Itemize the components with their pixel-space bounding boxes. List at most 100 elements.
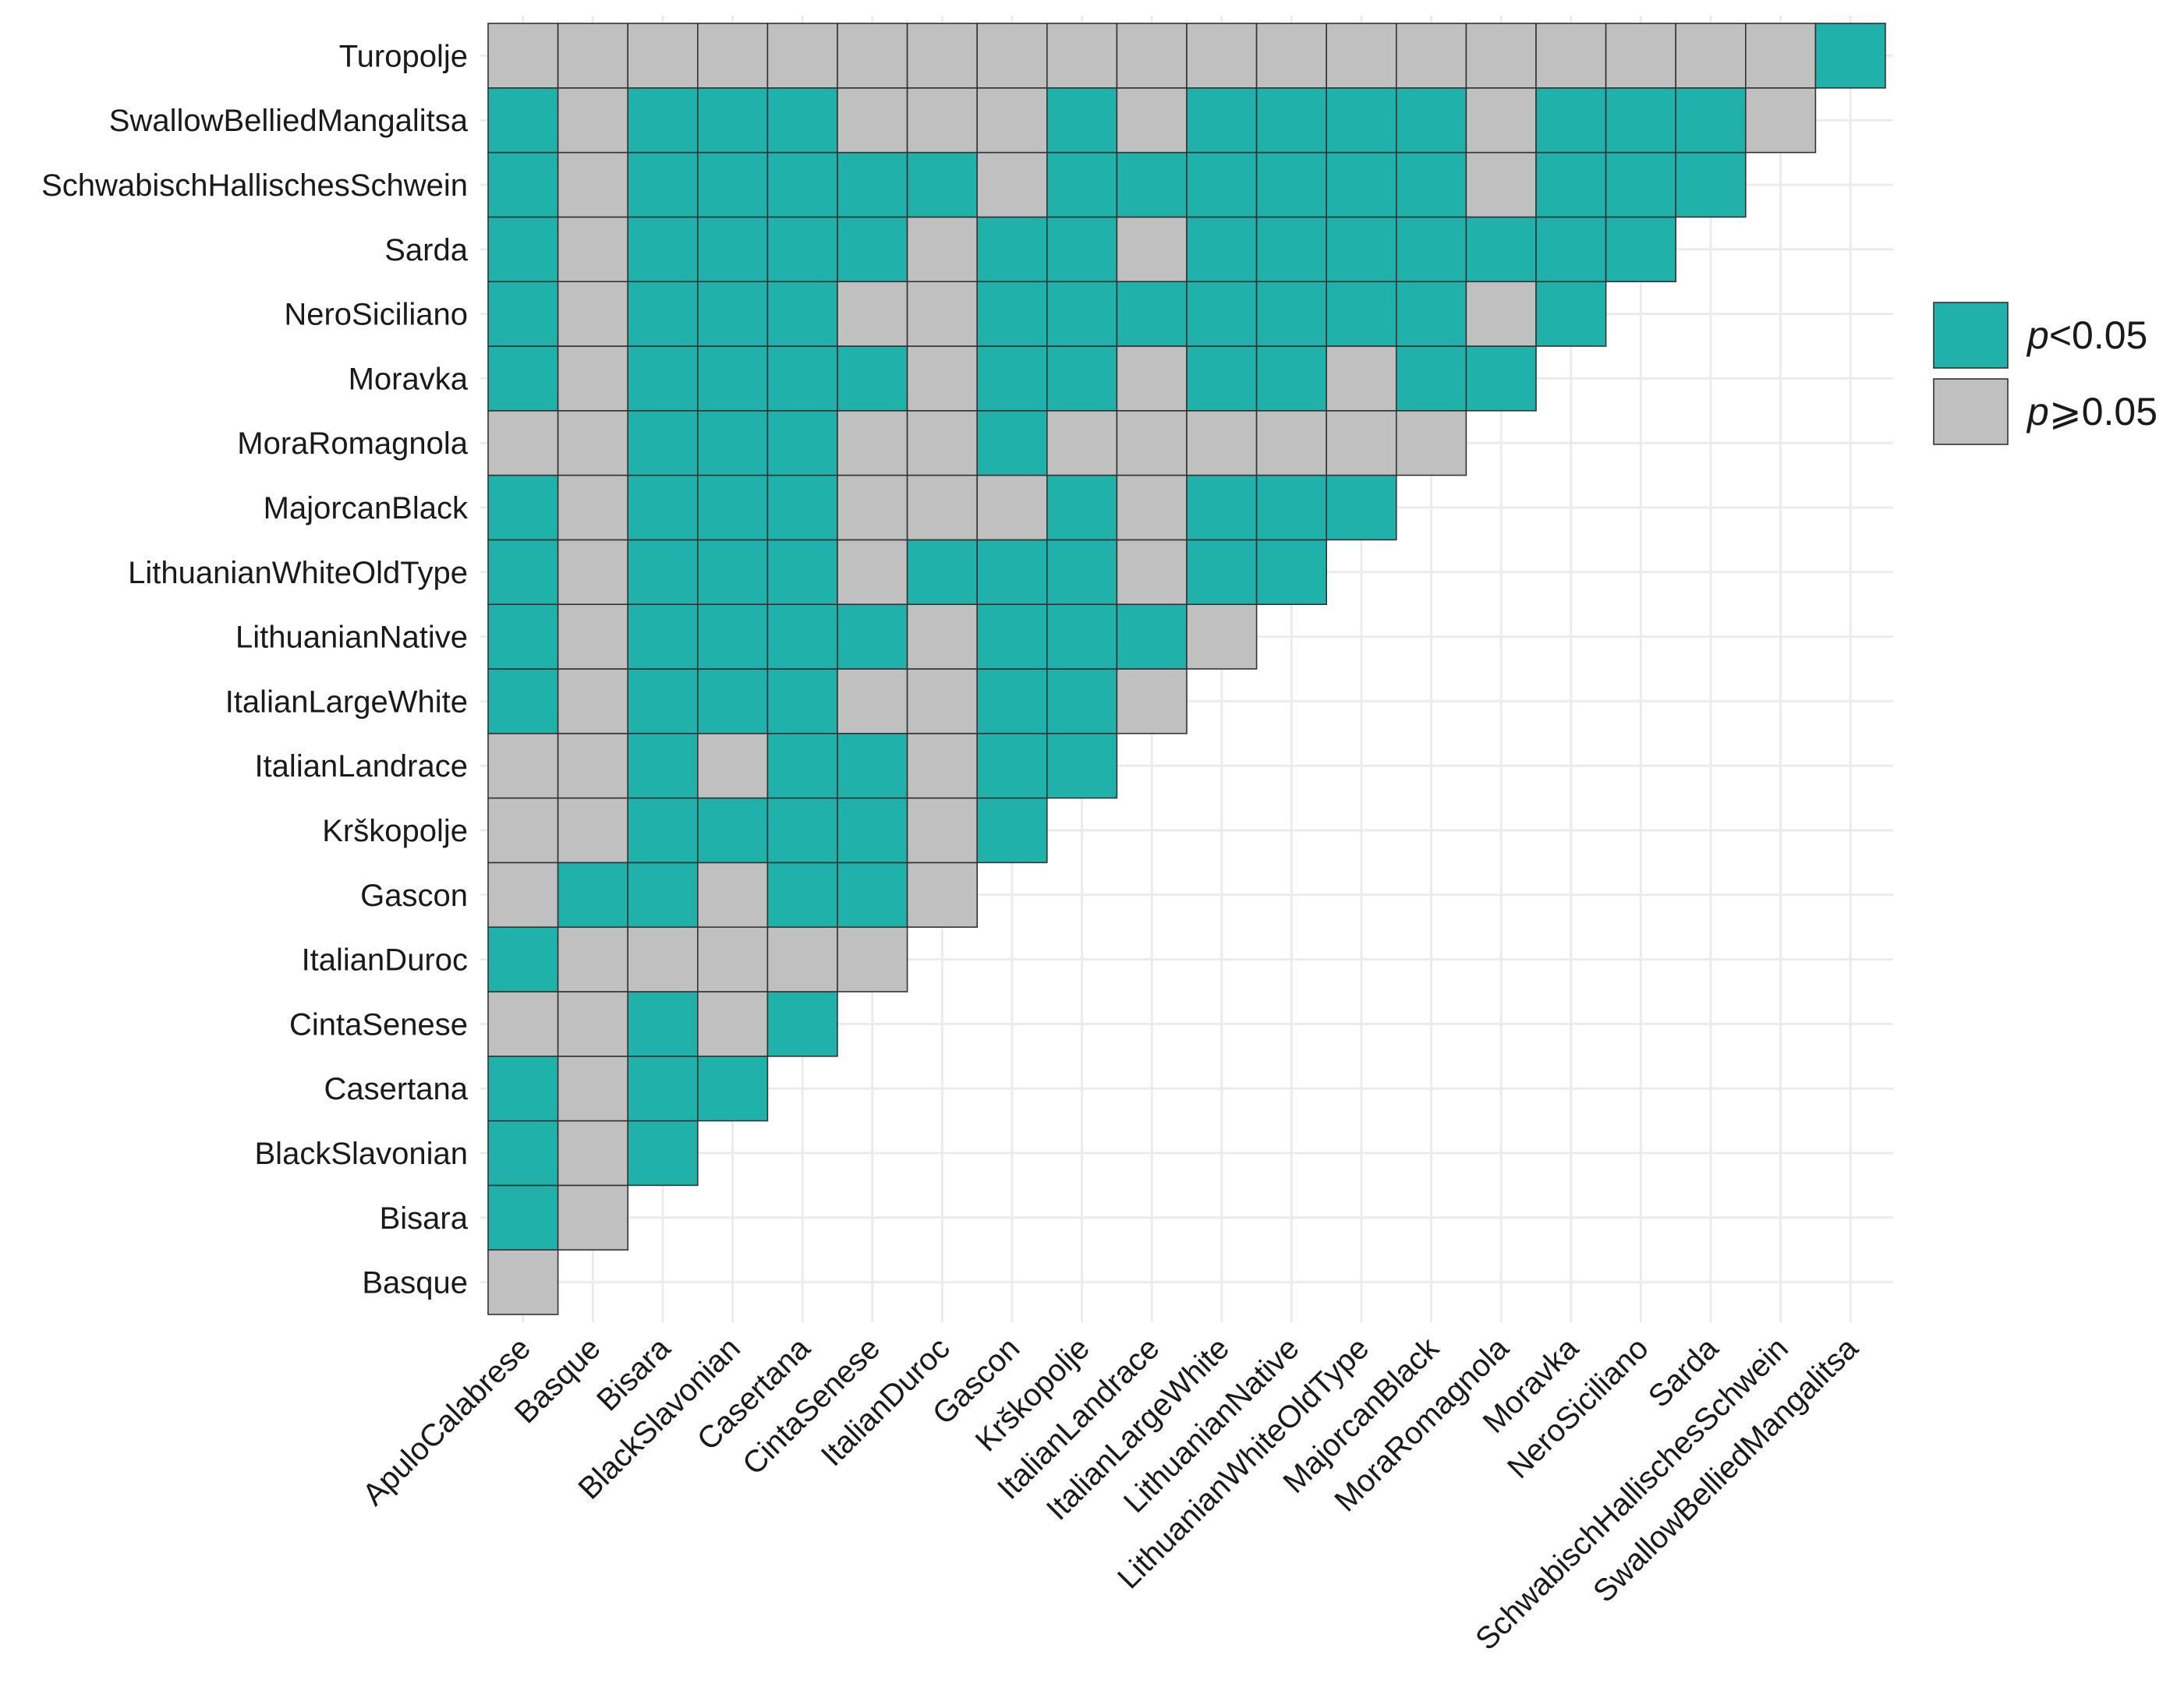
heatmap-cell [766,87,838,154]
heatmap-cell [557,732,628,799]
heatmap-cell [906,281,978,347]
y-tick-label: Turopolje [339,39,468,73]
heatmap-cell [1396,151,1467,218]
heatmap-cell [1116,345,1188,412]
heatmap-cell [1396,87,1467,154]
heatmap-cell [1745,87,1817,154]
heatmap-cell [906,797,978,864]
heatmap-cell [766,991,838,1057]
x-axis-tick-labels: ApuloCalabreseBasqueBisaraBlackSlavonian… [356,1331,1865,1657]
heatmap-cell [1046,474,1118,541]
heatmap-cell [696,732,769,799]
heatmap-cell [557,87,628,154]
heatmap-cell [627,991,699,1057]
heatmap-cell [1186,87,1258,154]
heatmap-cell [487,87,559,154]
heatmap-cell [627,216,699,282]
heatmap-cell [696,603,769,670]
heatmap-cell [487,474,559,541]
heatmap-cell [627,1120,699,1187]
y-tick-label: Bisara [380,1201,469,1236]
heatmap-cell [766,732,838,799]
heatmap-cell [976,23,1048,89]
y-tick-label: SchwabischHallischesSchwein [41,168,468,203]
heatmap-cell [976,603,1048,670]
heatmap-cell [1186,539,1258,606]
y-tick-label: ItalianLandrace [254,749,468,784]
heatmap-cell [837,668,908,734]
heatmap-cell [1186,345,1258,412]
heatmap-cell [1535,87,1607,154]
heatmap-cell [557,216,628,282]
y-tick-label: LithuanianNative [235,621,468,655]
heatmap-cell [487,668,559,734]
heatmap-cell [766,409,838,476]
heatmap-cell [1605,151,1677,218]
heatmap-cell [906,539,978,606]
y-tick-label: ItalianLargeWhite [225,685,468,719]
heatmap-cell [627,474,699,541]
heatmap-cell [1535,23,1607,89]
heatmap-cell [1326,474,1397,541]
heatmap-cell [906,603,978,670]
heatmap-cell [766,539,838,606]
heatmap-cell [696,1056,769,1122]
heatmap-cell [1116,151,1188,218]
y-tick-label: NeroSiciliano [284,298,468,332]
heatmap-cell [1186,409,1258,476]
heatmap-cell [1186,151,1258,218]
heatmap-cell [837,409,908,476]
heatmap-cell [487,1249,559,1315]
heatmap-cell [766,216,838,282]
heatmap-cell [1745,23,1817,89]
heatmap-cell [766,603,838,670]
heatmap-cell [837,603,908,670]
heatmap-cell [557,151,628,218]
heatmap-cell [1675,23,1747,89]
heatmap-cell [976,539,1048,606]
y-tick-label: Krškopolje [322,814,468,848]
legend-key-not-significant [1933,378,2009,445]
heatmap-cell [627,861,699,929]
heatmap-cell [1326,23,1397,89]
heatmap-cell [487,603,559,670]
heatmap-cell [627,87,699,154]
heatmap-cell [1255,281,1327,347]
y-tick-label: Sarda [384,233,468,267]
heatmap-cell [557,23,628,89]
y-tick-label: ItalianDuroc [302,943,468,978]
y-tick-label: MoraRomagnola [237,426,468,461]
heatmap-cell [1046,345,1118,412]
heatmap-cell [627,151,699,218]
heatmap-cell [906,345,978,412]
heatmap-cell [627,539,699,606]
heatmap-cell [1255,345,1327,412]
heatmap-cell [627,797,699,864]
heatmap-cell [766,151,838,218]
y-tick-label: BlackSlavonian [255,1137,469,1171]
heatmap-cell [627,668,699,734]
heatmap-cell [1046,539,1118,606]
heatmap-cell [976,216,1048,282]
heatmap-cell [766,23,838,89]
heatmap-cell [1116,603,1188,670]
y-axis-tick-labels: Basque Bisara BlackSlavonian Casertana Cinta… [41,39,469,1300]
heatmap-cell [1046,23,1118,89]
heatmap-cell [627,23,699,89]
heatmap-cell [487,732,559,799]
heatmap-cell [696,668,769,734]
heatmap-cell [696,281,769,347]
heatmap-cell [557,1056,628,1122]
heatmap-cell [1186,474,1258,541]
heatmap-cell [976,87,1048,154]
heatmap-cell [696,345,769,412]
heatmap-cell [696,409,769,476]
heatmap-cell [1326,87,1397,154]
heatmap-cell [1046,409,1118,476]
heatmap-cell [837,345,908,412]
heatmap-cell [1535,281,1607,347]
legend-label-not-significant: p⩾0.05 [2026,390,2157,433]
heatmap-cell [766,474,838,541]
